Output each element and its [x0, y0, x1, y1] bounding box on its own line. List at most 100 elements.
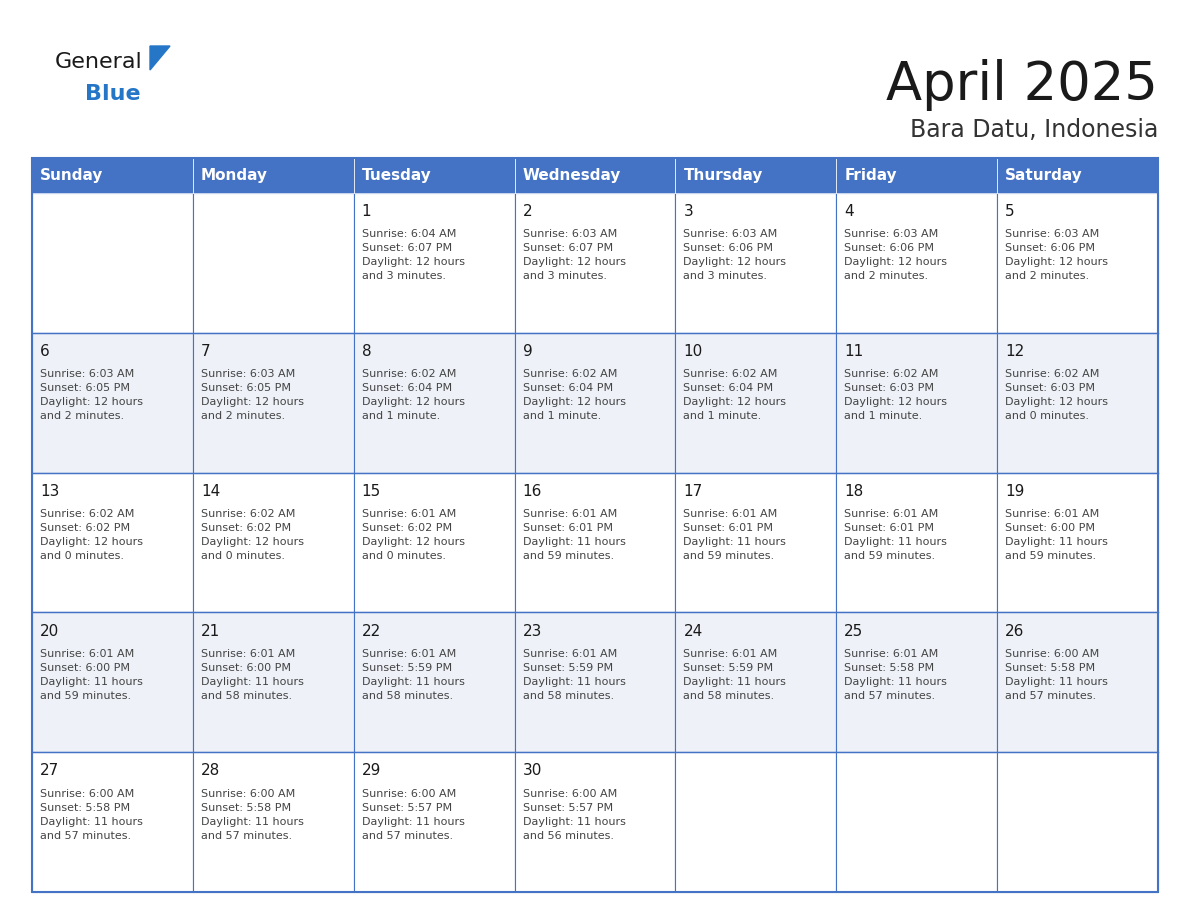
Text: 16: 16: [523, 484, 542, 498]
Text: 18: 18: [845, 484, 864, 498]
Text: 14: 14: [201, 484, 220, 498]
Bar: [354, 333, 514, 473]
Bar: [354, 612, 514, 752]
Bar: [676, 473, 836, 612]
Text: Sunrise: 6:01 AM
Sunset: 6:00 PM
Daylight: 11 hours
and 59 minutes.: Sunrise: 6:01 AM Sunset: 6:00 PM Dayligh…: [1005, 509, 1108, 561]
Bar: [676, 752, 836, 892]
Bar: [514, 612, 676, 752]
Bar: [32, 752, 192, 892]
Text: Sunrise: 6:02 AM
Sunset: 6:02 PM
Daylight: 12 hours
and 0 minutes.: Sunrise: 6:02 AM Sunset: 6:02 PM Dayligh…: [201, 509, 304, 561]
Text: 5: 5: [1005, 204, 1015, 219]
Bar: [192, 193, 354, 333]
Text: Sunrise: 6:02 AM
Sunset: 6:03 PM
Daylight: 12 hours
and 1 minute.: Sunrise: 6:02 AM Sunset: 6:03 PM Dayligh…: [845, 369, 947, 421]
Text: 15: 15: [362, 484, 381, 498]
Text: Sunrise: 6:01 AM
Sunset: 5:59 PM
Daylight: 11 hours
and 58 minutes.: Sunrise: 6:01 AM Sunset: 5:59 PM Dayligh…: [523, 649, 626, 700]
Text: Sunrise: 6:01 AM
Sunset: 5:58 PM
Daylight: 11 hours
and 57 minutes.: Sunrise: 6:01 AM Sunset: 5:58 PM Dayligh…: [845, 649, 947, 700]
Text: Sunrise: 6:01 AM
Sunset: 5:59 PM
Daylight: 11 hours
and 58 minutes.: Sunrise: 6:01 AM Sunset: 5:59 PM Dayligh…: [683, 649, 786, 700]
Text: 25: 25: [845, 623, 864, 639]
Bar: [836, 473, 997, 612]
Bar: [997, 333, 1158, 473]
Text: 2: 2: [523, 204, 532, 219]
Bar: [514, 473, 676, 612]
Text: 7: 7: [201, 344, 210, 359]
Bar: [192, 752, 354, 892]
Bar: [32, 158, 192, 193]
Bar: [32, 333, 192, 473]
Bar: [997, 612, 1158, 752]
Text: Sunrise: 6:03 AM
Sunset: 6:06 PM
Daylight: 12 hours
and 3 minutes.: Sunrise: 6:03 AM Sunset: 6:06 PM Dayligh…: [683, 230, 786, 281]
Text: Monday: Monday: [201, 168, 268, 183]
Bar: [354, 158, 514, 193]
Text: Sunrise: 6:03 AM
Sunset: 6:05 PM
Daylight: 12 hours
and 2 minutes.: Sunrise: 6:03 AM Sunset: 6:05 PM Dayligh…: [201, 369, 304, 421]
Bar: [32, 193, 192, 333]
Text: 21: 21: [201, 623, 220, 639]
Text: Bara Datu, Indonesia: Bara Datu, Indonesia: [910, 118, 1158, 142]
Text: Friday: Friday: [845, 168, 897, 183]
Text: 10: 10: [683, 344, 703, 359]
Text: Sunrise: 6:01 AM
Sunset: 6:02 PM
Daylight: 12 hours
and 0 minutes.: Sunrise: 6:01 AM Sunset: 6:02 PM Dayligh…: [362, 509, 465, 561]
Text: Sunrise: 6:00 AM
Sunset: 5:58 PM
Daylight: 11 hours
and 57 minutes.: Sunrise: 6:00 AM Sunset: 5:58 PM Dayligh…: [1005, 649, 1108, 700]
Text: 9: 9: [523, 344, 532, 359]
Text: 24: 24: [683, 623, 703, 639]
Text: Blue: Blue: [86, 84, 140, 104]
Text: 19: 19: [1005, 484, 1024, 498]
Text: 27: 27: [40, 764, 59, 778]
Bar: [676, 158, 836, 193]
Text: Thursday: Thursday: [683, 168, 763, 183]
Text: Saturday: Saturday: [1005, 168, 1083, 183]
Text: Sunrise: 6:03 AM
Sunset: 6:06 PM
Daylight: 12 hours
and 2 minutes.: Sunrise: 6:03 AM Sunset: 6:06 PM Dayligh…: [845, 230, 947, 281]
Text: Sunrise: 6:02 AM
Sunset: 6:04 PM
Daylight: 12 hours
and 1 minute.: Sunrise: 6:02 AM Sunset: 6:04 PM Dayligh…: [523, 369, 626, 421]
Bar: [192, 333, 354, 473]
Text: Sunrise: 6:01 AM
Sunset: 6:01 PM
Daylight: 11 hours
and 59 minutes.: Sunrise: 6:01 AM Sunset: 6:01 PM Dayligh…: [845, 509, 947, 561]
Text: Sunrise: 6:02 AM
Sunset: 6:04 PM
Daylight: 12 hours
and 1 minute.: Sunrise: 6:02 AM Sunset: 6:04 PM Dayligh…: [683, 369, 786, 421]
Polygon shape: [150, 46, 170, 70]
Text: 6: 6: [40, 344, 50, 359]
Text: Sunrise: 6:01 AM
Sunset: 6:00 PM
Daylight: 11 hours
and 58 minutes.: Sunrise: 6:01 AM Sunset: 6:00 PM Dayligh…: [201, 649, 304, 700]
Text: 17: 17: [683, 484, 703, 498]
Text: 12: 12: [1005, 344, 1024, 359]
Text: Sunrise: 6:02 AM
Sunset: 6:02 PM
Daylight: 12 hours
and 0 minutes.: Sunrise: 6:02 AM Sunset: 6:02 PM Dayligh…: [40, 509, 143, 561]
Text: Sunrise: 6:03 AM
Sunset: 6:05 PM
Daylight: 12 hours
and 2 minutes.: Sunrise: 6:03 AM Sunset: 6:05 PM Dayligh…: [40, 369, 143, 421]
Bar: [676, 193, 836, 333]
Text: Sunrise: 6:00 AM
Sunset: 5:58 PM
Daylight: 11 hours
and 57 minutes.: Sunrise: 6:00 AM Sunset: 5:58 PM Dayligh…: [40, 789, 143, 841]
Text: 22: 22: [362, 623, 381, 639]
Text: 30: 30: [523, 764, 542, 778]
Bar: [514, 193, 676, 333]
Bar: [514, 333, 676, 473]
Text: Sunrise: 6:00 AM
Sunset: 5:58 PM
Daylight: 11 hours
and 57 minutes.: Sunrise: 6:00 AM Sunset: 5:58 PM Dayligh…: [201, 789, 304, 841]
Text: 20: 20: [40, 623, 59, 639]
Bar: [514, 752, 676, 892]
Bar: [32, 158, 1158, 892]
Text: 13: 13: [40, 484, 59, 498]
Text: 28: 28: [201, 764, 220, 778]
Bar: [354, 752, 514, 892]
Text: Sunrise: 6:03 AM
Sunset: 6:07 PM
Daylight: 12 hours
and 3 minutes.: Sunrise: 6:03 AM Sunset: 6:07 PM Dayligh…: [523, 230, 626, 281]
Text: Sunrise: 6:03 AM
Sunset: 6:06 PM
Daylight: 12 hours
and 2 minutes.: Sunrise: 6:03 AM Sunset: 6:06 PM Dayligh…: [1005, 230, 1108, 281]
Bar: [676, 333, 836, 473]
Text: Sunrise: 6:02 AM
Sunset: 6:04 PM
Daylight: 12 hours
and 1 minute.: Sunrise: 6:02 AM Sunset: 6:04 PM Dayligh…: [362, 369, 465, 421]
Text: Sunrise: 6:02 AM
Sunset: 6:03 PM
Daylight: 12 hours
and 0 minutes.: Sunrise: 6:02 AM Sunset: 6:03 PM Dayligh…: [1005, 369, 1108, 421]
Text: 1: 1: [362, 204, 372, 219]
Bar: [192, 473, 354, 612]
Bar: [676, 612, 836, 752]
Text: 11: 11: [845, 344, 864, 359]
Text: 26: 26: [1005, 623, 1024, 639]
Text: Sunrise: 6:01 AM
Sunset: 6:01 PM
Daylight: 11 hours
and 59 minutes.: Sunrise: 6:01 AM Sunset: 6:01 PM Dayligh…: [523, 509, 626, 561]
Text: April 2025: April 2025: [886, 59, 1158, 111]
Text: Sunday: Sunday: [40, 168, 103, 183]
Bar: [514, 158, 676, 193]
Text: 8: 8: [362, 344, 372, 359]
Text: Sunrise: 6:00 AM
Sunset: 5:57 PM
Daylight: 11 hours
and 57 minutes.: Sunrise: 6:00 AM Sunset: 5:57 PM Dayligh…: [362, 789, 465, 841]
Bar: [997, 158, 1158, 193]
Bar: [836, 333, 997, 473]
Text: Sunrise: 6:01 AM
Sunset: 6:01 PM
Daylight: 11 hours
and 59 minutes.: Sunrise: 6:01 AM Sunset: 6:01 PM Dayligh…: [683, 509, 786, 561]
Bar: [836, 193, 997, 333]
Text: Tuesday: Tuesday: [362, 168, 431, 183]
Bar: [192, 612, 354, 752]
Bar: [997, 473, 1158, 612]
Bar: [836, 158, 997, 193]
Bar: [836, 752, 997, 892]
Bar: [32, 473, 192, 612]
Bar: [32, 612, 192, 752]
Bar: [997, 752, 1158, 892]
